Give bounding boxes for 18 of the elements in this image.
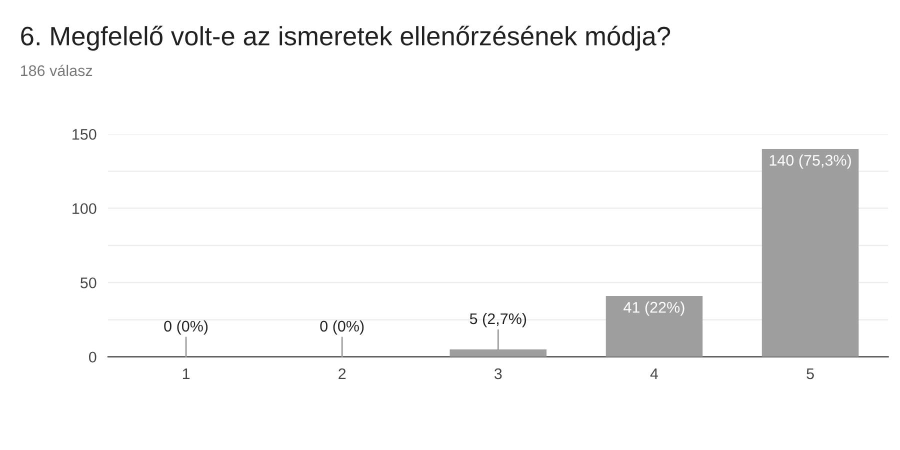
bar: [606, 296, 703, 357]
x-tick-label: 2: [338, 368, 346, 380]
data-label: 0 (0%): [320, 320, 364, 335]
x-tick-label: 5: [806, 368, 814, 380]
x-tick-label: 1: [182, 368, 190, 380]
chart-subtitle: 186 válasz: [20, 64, 92, 76]
y-tick-label: 150: [72, 128, 96, 140]
y-tick-label: 50: [80, 277, 96, 288]
data-label: 5 (2,7%): [470, 312, 526, 328]
x-tick-label: 4: [650, 368, 658, 380]
x-tick-label: 3: [494, 368, 502, 380]
data-label: 41 (22%): [624, 302, 684, 316]
data-label: 140 (75,3%): [770, 154, 851, 169]
y-tick-label: 100: [72, 203, 96, 214]
y-tick-label: 0: [88, 352, 96, 363]
bar: [762, 148, 859, 357]
chart-title: 6. Megfelelő volt-e az ismeretek ellenőrzésének módja?: [21, 26, 670, 51]
data-label: 0 (0%): [164, 320, 208, 335]
